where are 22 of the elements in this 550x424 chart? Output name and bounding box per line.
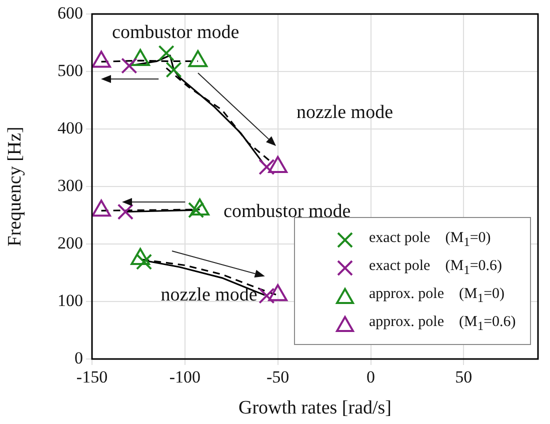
y-tick-label: 200 xyxy=(58,233,83,252)
x-tick-label: 50 xyxy=(455,368,472,387)
annotation: combustor mode xyxy=(112,22,240,43)
x-tick-label: -150 xyxy=(76,368,108,387)
legend-label: approx. pole (M$_{1}$=0.6) xyxy=(369,314,516,334)
y-tick-label: 600 xyxy=(58,3,83,22)
y-tick-label: 100 xyxy=(58,290,83,310)
annotation: combustor mode xyxy=(224,200,351,222)
y-tick-label: 300 xyxy=(58,176,83,195)
x-tick-label: -100 xyxy=(169,368,201,387)
y-tick-label: 0 xyxy=(74,348,83,368)
legend-label: approx. pole (M$_{1}$=0) xyxy=(369,286,505,306)
x-axis-title: Growth rates [rad/s] xyxy=(238,398,392,419)
annotation: nozzle mode xyxy=(160,284,258,306)
legend-label: exact pole (M$_{1}$=0.6) xyxy=(369,258,502,278)
y-axis-title: Frequency [Hz] xyxy=(4,126,26,246)
y-tick-label: 400 xyxy=(58,118,83,138)
annotation: nozzle mode xyxy=(296,102,394,123)
y-tick-label: 500 xyxy=(58,60,83,80)
x-tick-label: 0 xyxy=(366,368,375,387)
legend-label: exact pole (M$_{1}$=0) xyxy=(369,230,491,250)
x-tick-label: -50 xyxy=(266,368,290,387)
